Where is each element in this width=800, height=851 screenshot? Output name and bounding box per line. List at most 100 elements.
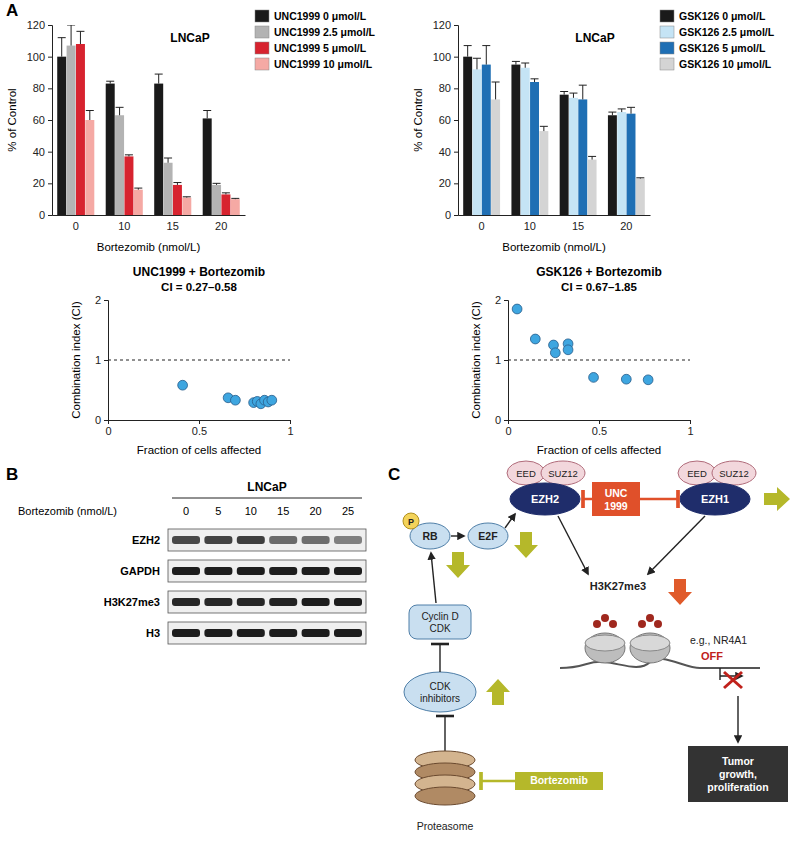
diagram-label: Cyclin DCDK — [421, 611, 458, 634]
band — [302, 629, 330, 637]
tick: 15 — [572, 215, 584, 232]
tick: 120 — [27, 19, 52, 31]
chart-subtitle: CI = 0.27–0.58 — [161, 281, 237, 293]
methyl-mark — [654, 620, 662, 628]
bar — [608, 115, 617, 215]
diagram-label: EED — [687, 468, 707, 479]
error-bar — [231, 198, 239, 200]
label-line: CDK — [429, 623, 450, 634]
error-bar — [636, 177, 644, 179]
tick: 20 — [620, 215, 632, 232]
bar — [231, 199, 240, 215]
bar — [511, 65, 520, 215]
error-cap — [58, 37, 66, 38]
point — [563, 345, 573, 355]
marks — [512, 304, 653, 385]
error-cap — [618, 108, 626, 109]
y-axis-title: % of Control — [412, 88, 424, 151]
bar — [76, 44, 85, 215]
band — [269, 598, 297, 606]
bar — [463, 57, 472, 215]
point — [530, 334, 540, 344]
tick-label: 80 — [33, 82, 45, 94]
legend-swatch — [255, 10, 269, 22]
label-line: SUZ12 — [548, 468, 578, 479]
tick: 10 — [118, 215, 130, 232]
chart-title: GSK126 + Bortezomib — [536, 265, 662, 279]
error-cap — [464, 45, 472, 46]
legend-swatch — [660, 10, 674, 22]
error-bar — [134, 188, 142, 190]
tick: 120 — [433, 19, 458, 31]
effect-arrow — [668, 579, 692, 605]
bar — [67, 46, 76, 215]
legend: UNC1999 0 μmol/LUNC1999 2.5 μmol/LUNC199… — [255, 10, 376, 70]
cdk-inhibitors — [404, 672, 476, 712]
tick-mark — [48, 215, 52, 216]
label-line: e.g., NR4A1 — [690, 634, 747, 646]
tick-label: 10 — [524, 220, 536, 232]
error-stem — [168, 158, 169, 163]
tick: 80 — [439, 82, 458, 94]
methyl-mark — [638, 620, 646, 628]
error-bar — [512, 61, 520, 64]
point — [231, 395, 241, 405]
axis: 020406080100120 — [433, 19, 459, 221]
band — [204, 629, 232, 637]
point — [621, 374, 631, 384]
label-line: growth, — [719, 768, 757, 780]
bar — [569, 98, 578, 215]
error-cap — [106, 81, 114, 82]
error-cap — [116, 107, 124, 108]
inhibition-bar — [431, 643, 449, 646]
error-stem — [495, 82, 496, 99]
pathway-diagram: EEDSUZ12EZH2EEDSUZ12EZH1UNC1999RBPE2FH3K… — [403, 461, 790, 832]
bar — [106, 84, 115, 215]
error-cap — [213, 183, 221, 184]
tick-label: 1 — [687, 425, 693, 437]
tick: 0 — [105, 420, 111, 437]
band — [237, 598, 265, 606]
tick-mark — [504, 360, 508, 361]
bar — [521, 68, 530, 215]
chart-title: LNCaP — [170, 31, 209, 45]
lane-label: 5 — [215, 505, 221, 517]
tick-label: 0 — [95, 414, 101, 426]
error-bar — [521, 63, 529, 68]
row-label: GAPDH — [120, 565, 160, 577]
bar — [134, 190, 143, 215]
diagram-label: E2F — [478, 530, 498, 542]
label-line: EED — [687, 468, 707, 479]
marks — [57, 25, 240, 215]
x-axis-title: Bortezomib (nmol/L) — [502, 241, 606, 253]
tick-label: 20 — [620, 220, 632, 232]
band — [334, 598, 362, 606]
tick: 0 — [505, 420, 511, 437]
error-stem — [71, 25, 72, 46]
tick: 0.5 — [592, 420, 607, 437]
band — [302, 598, 330, 606]
effect-arrow — [764, 487, 790, 511]
bar — [124, 156, 133, 215]
error-bar — [473, 58, 481, 69]
x-axis-title: Fraction of cells affected — [137, 444, 261, 456]
tick-label: 60 — [439, 114, 451, 126]
diagram-label: Tumorgrowth,proliferation — [707, 755, 768, 793]
methyl-mark — [593, 620, 601, 628]
tick-mark — [454, 183, 458, 184]
label-line: Bortezomib — [530, 774, 588, 786]
bar — [85, 120, 94, 215]
x-axis-title: Fraction of cells affected — [537, 444, 661, 456]
tick-label: 0 — [73, 220, 79, 232]
error-cap — [473, 58, 481, 59]
error-bar — [618, 109, 626, 112]
tick-mark — [104, 420, 108, 421]
eed — [507, 461, 545, 485]
tick: 100 — [433, 51, 458, 63]
axis-line — [109, 421, 291, 425]
error-stem — [631, 107, 632, 113]
error-cap — [222, 192, 230, 193]
diagram-label: OFF — [701, 650, 723, 662]
effect-arrow — [514, 532, 538, 558]
error-bar — [588, 156, 596, 159]
